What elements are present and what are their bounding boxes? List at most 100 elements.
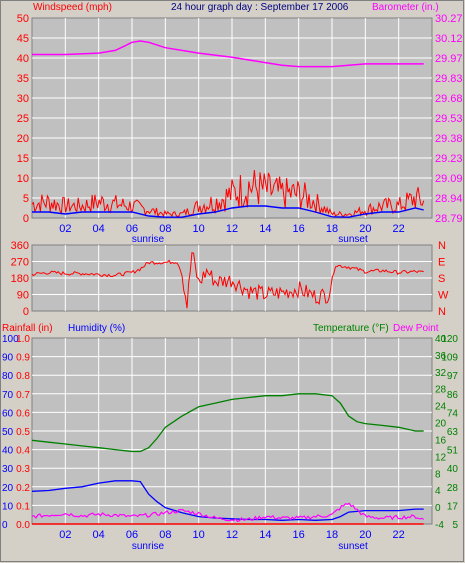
windspeed-tick-label: 5 bbox=[23, 193, 29, 205]
dewpoint-scale-tick-label: 97 bbox=[447, 371, 459, 382]
dewpoint-axis-label: Dew Point bbox=[393, 323, 439, 334]
dewpoint-scale-tick-label: 74 bbox=[447, 408, 459, 419]
humidity-tick-label: 50 bbox=[2, 427, 14, 438]
dewpoint-scale-tick-label: 120 bbox=[441, 334, 458, 345]
x-tick-label: 20 bbox=[359, 223, 371, 235]
x-tick-label: 12 bbox=[226, 223, 238, 235]
windspeed-tick-label: 50 bbox=[17, 13, 29, 25]
temperature-axis-label: Temperature (°F) bbox=[313, 323, 389, 334]
dewpoint-scale-tick-label: 51 bbox=[447, 446, 459, 457]
direction-tick-label: 90 bbox=[17, 290, 29, 302]
barometer-axis-label: Barometer (in.) bbox=[372, 2, 439, 13]
rainfall-tick-label: 0.4 bbox=[16, 446, 30, 457]
x-tick-label: 02 bbox=[59, 529, 71, 541]
rainfall-tick-label: 0.6 bbox=[16, 408, 30, 419]
rainfall-tick-label: 0.1 bbox=[16, 501, 30, 512]
windspeed-tick-label: 0 bbox=[23, 213, 29, 225]
x-tick-label: 16 bbox=[293, 529, 305, 541]
x-tick-label: 06 bbox=[126, 223, 138, 235]
temperature-tick-label: 40 bbox=[435, 334, 447, 345]
x-tick-label: 08 bbox=[159, 529, 171, 541]
temperature-tick-label: 28 bbox=[435, 385, 447, 396]
x-tick-label: 02 bbox=[59, 223, 71, 235]
sunrise-label-bottom: sunrise bbox=[132, 541, 165, 552]
barometer-tick-label: 29.38 bbox=[435, 133, 463, 145]
grid-lines bbox=[32, 18, 432, 524]
wind-direction-series-line bbox=[31, 252, 424, 309]
windspeed-tick-label: 35 bbox=[17, 73, 29, 85]
barometer-tick-label: 28.94 bbox=[435, 193, 463, 205]
x-tick-label: 06 bbox=[126, 529, 138, 541]
rainfall-tick-label: 0.3 bbox=[16, 464, 30, 475]
x-tick-label: 18 bbox=[326, 529, 338, 541]
dewpoint-scale-tick-label: 5 bbox=[452, 520, 458, 531]
windspeed-tick-label: 25 bbox=[17, 113, 29, 125]
humidity-tick-label: 100 bbox=[2, 334, 19, 345]
direction-tick-label: 270 bbox=[11, 257, 29, 269]
windspeed-axis-label: Windspeed (mph) bbox=[33, 2, 112, 13]
x-tick-label: 14 bbox=[259, 529, 271, 541]
barometer-tick-label: 29.09 bbox=[435, 173, 463, 185]
dewpoint-scale-tick-label: 86 bbox=[447, 390, 459, 401]
x-tick-label: 14 bbox=[259, 223, 271, 235]
windspeed-tick-label: 40 bbox=[17, 53, 29, 65]
humidity-green-series-line bbox=[31, 393, 424, 453]
sunset-label-bottom: sunset bbox=[338, 541, 368, 552]
humidity-tick-label: 20 bbox=[2, 483, 14, 494]
temperature-tick-label: 36 bbox=[435, 351, 447, 362]
temperature-tick-label: 20 bbox=[435, 419, 447, 430]
temperature-tick-label: 4 bbox=[435, 486, 441, 497]
sunset-label-top: sunset bbox=[338, 234, 368, 245]
barometer-tick-label: 29.23 bbox=[435, 153, 463, 165]
compass-tick-label: N bbox=[438, 306, 446, 318]
x-tick-label: 10 bbox=[193, 223, 205, 235]
windspeed-tick-label: 20 bbox=[17, 133, 29, 145]
dewpoint-scale-tick-label: 17 bbox=[447, 501, 459, 512]
rainfall-tick-label: 0.9 bbox=[16, 353, 30, 364]
humidity-tick-label: 10 bbox=[2, 501, 14, 512]
dewpoint-scale-tick-label: 40 bbox=[447, 464, 459, 475]
barometer-tick-label: 30.27 bbox=[435, 13, 463, 25]
temperature-tick-label: -4 bbox=[435, 520, 444, 531]
x-tick-label: 18 bbox=[326, 223, 338, 235]
x-tick-label: 04 bbox=[93, 529, 105, 541]
barometer-series-line bbox=[32, 40, 424, 68]
humidity-tick-label: 80 bbox=[2, 371, 14, 382]
x-tick-label: 08 bbox=[159, 223, 171, 235]
windspeed-tick-label: 45 bbox=[17, 33, 29, 45]
compass-tick-label: N bbox=[438, 240, 446, 252]
barometer-tick-label: 29.97 bbox=[435, 53, 463, 65]
average-wind-series-line bbox=[32, 205, 424, 218]
dewpoint-scale-tick-label: 109 bbox=[441, 353, 458, 364]
rainfall-tick-label: 0.7 bbox=[16, 390, 30, 401]
x-tick-label: 10 bbox=[193, 529, 205, 541]
humidity-tick-label: 70 bbox=[2, 390, 14, 401]
rainfall-tick-label: 0.8 bbox=[16, 371, 30, 382]
direction-tick-label: 360 bbox=[11, 240, 29, 252]
windspeed-series-line bbox=[31, 169, 425, 218]
rainfall-tick-label: 0.5 bbox=[16, 427, 30, 438]
direction-tick-label: 180 bbox=[11, 273, 29, 285]
temperature-tick-label: 0 bbox=[435, 503, 441, 514]
humidity-tick-label: 60 bbox=[2, 408, 14, 419]
temperature-tick-label: 24 bbox=[435, 402, 447, 413]
compass-tick-label: E bbox=[438, 257, 445, 269]
rainfall-tick-label: 0.2 bbox=[16, 483, 30, 494]
temperature-tick-label: 8 bbox=[435, 469, 441, 480]
humidity-tick-label: 0 bbox=[2, 520, 8, 531]
x-tick-label: 22 bbox=[393, 529, 405, 541]
windspeed-tick-label: 30 bbox=[17, 93, 29, 105]
graph-title: 24 hour graph day : September 17 2006 bbox=[171, 2, 349, 13]
humidity-tick-label: 40 bbox=[2, 446, 14, 457]
barometer-tick-label: 29.53 bbox=[435, 113, 463, 125]
barometer-tick-label: 29.83 bbox=[435, 73, 463, 85]
x-tick-label: 12 bbox=[226, 529, 238, 541]
compass-tick-label: S bbox=[438, 273, 445, 285]
barometer-tick-label: 28.79 bbox=[435, 213, 463, 225]
humidity-tick-label: 30 bbox=[2, 464, 14, 475]
rainfall-tick-label: 1.0 bbox=[16, 334, 30, 345]
x-tick-label: 16 bbox=[293, 223, 305, 235]
windspeed-tick-label: 10 bbox=[17, 173, 29, 185]
